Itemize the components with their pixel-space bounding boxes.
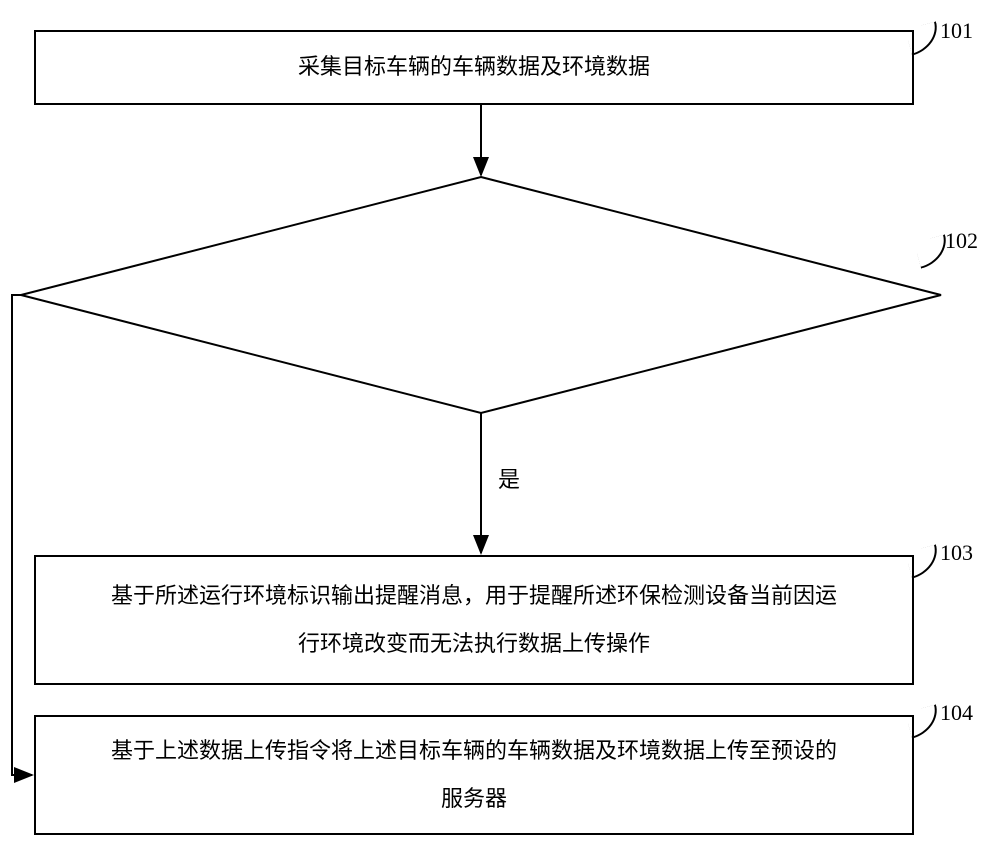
process-node-103: 基于所述运行环境标识输出提醒消息，用于提醒所述环保检测设备当前因运 行环境改变而… — [34, 555, 914, 685]
node-102-line2: 当前是否存在运行环境标识 — [120, 292, 840, 349]
node-103-line2: 行环境改变而无法执行数据上传操作 — [56, 620, 892, 668]
node-103-text: 基于所述运行环境标识输出提醒消息，用于提醒所述环保检测设备当前因运 行环境改变而… — [56, 572, 892, 669]
node-104-text: 基于上述数据上传指令将上述目标车辆的车辆数据及环境数据上传至预设的 服务器 — [56, 727, 892, 824]
node-102-line1: 当接收到数据上传指令时，检测上述环保检测设备 — [120, 235, 840, 292]
ref-label-104: 104 — [940, 700, 973, 726]
ref-connector-101 — [905, 21, 943, 55]
node-104-line2: 服务器 — [56, 775, 892, 823]
process-node-101: 采集目标车辆的车辆数据及环境数据 — [34, 30, 914, 105]
flowchart-canvas: 采集目标车辆的车辆数据及环境数据 101 当接收到数据上传指令时，检测上述环保检… — [0, 0, 1000, 843]
ref-label-102: 102 — [945, 228, 978, 254]
node-104-line1: 基于上述数据上传指令将上述目标车辆的车辆数据及环境数据上传至预设的 — [56, 727, 892, 775]
ref-label-101: 101 — [940, 18, 973, 44]
ref-connector-104 — [905, 704, 943, 738]
process-node-104: 基于上述数据上传指令将上述目标车辆的车辆数据及环境数据上传至预设的 服务器 — [34, 715, 914, 835]
edge-102-to-104 — [12, 295, 32, 775]
edge-label-yes: 是 — [498, 462, 520, 494]
ref-connector-103 — [905, 544, 943, 578]
node-103-line1: 基于所述运行环境标识输出提醒消息，用于提醒所述环保检测设备当前因运 — [56, 572, 892, 620]
decision-node-102-text: 当接收到数据上传指令时，检测上述环保检测设备 当前是否存在运行环境标识 — [120, 235, 840, 349]
ref-label-103: 103 — [940, 540, 973, 566]
node-101-text: 采集目标车辆的车辆数据及环境数据 — [56, 43, 892, 91]
